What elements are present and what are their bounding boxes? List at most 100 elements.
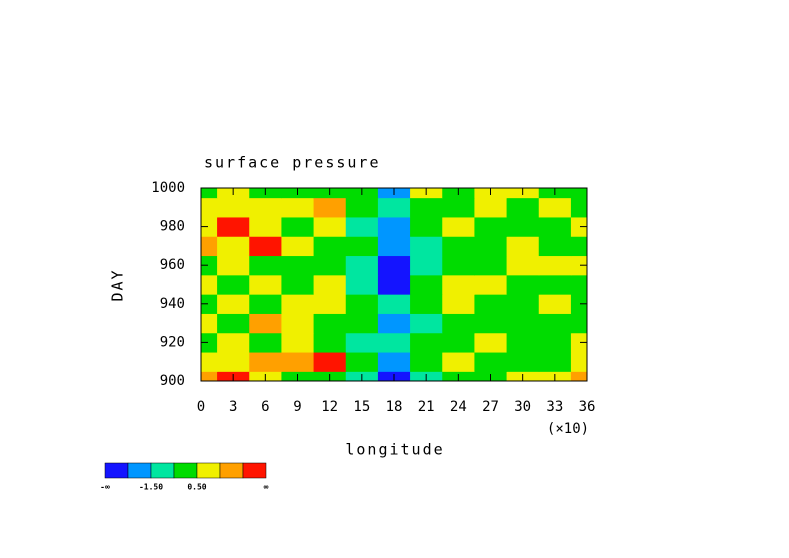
- contour-cell: [442, 197, 475, 218]
- x-tick-label: 3: [229, 399, 237, 415]
- contour-cell: [377, 332, 411, 353]
- contour-cell: [217, 313, 250, 334]
- contour-cell: [217, 352, 250, 372]
- contour-cell: [377, 274, 411, 295]
- contour-cell: [313, 236, 347, 257]
- contour-cell: [313, 274, 347, 295]
- contour-cell: [538, 352, 572, 372]
- contour-cell: [201, 236, 218, 257]
- x-tick-label: 0: [197, 399, 205, 415]
- contour-cell: [442, 313, 475, 334]
- contour-cell: [474, 236, 508, 257]
- contour-cell: [217, 294, 250, 314]
- contour-cell: [442, 216, 475, 237]
- contour-cell: [538, 294, 572, 314]
- contour-cell: [538, 332, 572, 353]
- contour-cell: [538, 255, 572, 276]
- contour-cell: [506, 197, 540, 218]
- contour-cell: [201, 216, 218, 237]
- contour-cell: [201, 294, 218, 314]
- contour-cell: [442, 236, 475, 257]
- contour-cell: [281, 236, 315, 257]
- contour-cell: [249, 255, 282, 276]
- contour-cell: [345, 294, 379, 314]
- contour-cell: [410, 332, 443, 353]
- contour-cell: [249, 352, 282, 372]
- colorbar-label: -1.50: [139, 483, 163, 492]
- contour-cell: [249, 294, 282, 314]
- contour-cell: [474, 294, 508, 314]
- contour-cell: [377, 216, 411, 237]
- contour-cell: [377, 313, 411, 334]
- contour-cell: [474, 313, 508, 334]
- x-axis-label: longitude: [345, 441, 444, 459]
- contour-cell: [281, 294, 315, 314]
- y-tick-label: 980: [160, 219, 185, 235]
- contour-cell: [281, 274, 315, 295]
- contour-cell: [313, 294, 347, 314]
- x-tick-label: 21: [418, 399, 435, 415]
- x-tick-label: 36: [579, 399, 596, 415]
- contour-cell: [474, 216, 508, 237]
- contour-cell: [506, 352, 540, 372]
- contour-cell: [201, 313, 218, 334]
- contour-cell: [410, 255, 443, 276]
- contour-cell: [410, 274, 443, 295]
- contour-cell: [474, 332, 508, 353]
- contour-cell: [217, 274, 250, 295]
- x-tick-label: 9: [293, 399, 301, 415]
- contour-cell: [201, 371, 218, 381]
- contour-cell: [313, 197, 347, 218]
- contour-cell: [217, 216, 250, 237]
- contour-cell: [201, 352, 218, 372]
- contour-cell: [570, 216, 587, 237]
- chart-title: surface pressure: [204, 154, 381, 172]
- x-scale-note: (×10): [547, 421, 589, 437]
- contour-cell: [570, 255, 587, 276]
- colorbar-swatch: [196, 462, 221, 479]
- contour-cell: [249, 313, 282, 334]
- contour-cell: [249, 274, 282, 295]
- x-tick-label: 30: [514, 399, 531, 415]
- contour-cell: [442, 255, 475, 276]
- contour-cell: [345, 332, 379, 353]
- contour-cell: [201, 188, 218, 199]
- contour-cell: [313, 216, 347, 237]
- contour-cell: [570, 197, 587, 218]
- colorbar-swatch: [242, 462, 267, 479]
- contour-cell: [506, 236, 540, 257]
- colorbar-swatch: [150, 462, 175, 479]
- contour-cell: [249, 236, 282, 257]
- contour-cell: [474, 197, 508, 218]
- contour-cell: [442, 352, 475, 372]
- x-tick-label: 27: [482, 399, 499, 415]
- contour-cell: [570, 294, 587, 314]
- contour-cell: [474, 255, 508, 276]
- contour-cell: [313, 255, 347, 276]
- y-tick-label: 960: [160, 257, 185, 273]
- contour-cell: [410, 216, 443, 237]
- contour-cell: [570, 332, 587, 353]
- colorbar-swatch: [173, 462, 198, 479]
- contour-cell: [570, 188, 587, 199]
- contour-cell: [281, 352, 315, 372]
- contour-cell: [506, 294, 540, 314]
- contour-cell: [570, 274, 587, 295]
- contour-cell: [313, 352, 347, 372]
- contour-cell: [281, 255, 315, 276]
- contour-cell: [410, 352, 443, 372]
- contour-cell: [377, 294, 411, 314]
- colorbar-end-label: ∞: [264, 483, 269, 492]
- contour-cell: [345, 216, 379, 237]
- contour-cell: [313, 313, 347, 334]
- contour-cell: [410, 197, 443, 218]
- contour-cell: [281, 216, 315, 237]
- contour-cell: [201, 274, 218, 295]
- contour-cell: [217, 197, 250, 218]
- contour-cell: [506, 313, 540, 334]
- contour-field: [201, 188, 587, 381]
- contour-cell: [345, 274, 379, 295]
- contour-cell: [506, 255, 540, 276]
- x-tick-label: 15: [353, 399, 370, 415]
- contour-cell: [345, 236, 379, 257]
